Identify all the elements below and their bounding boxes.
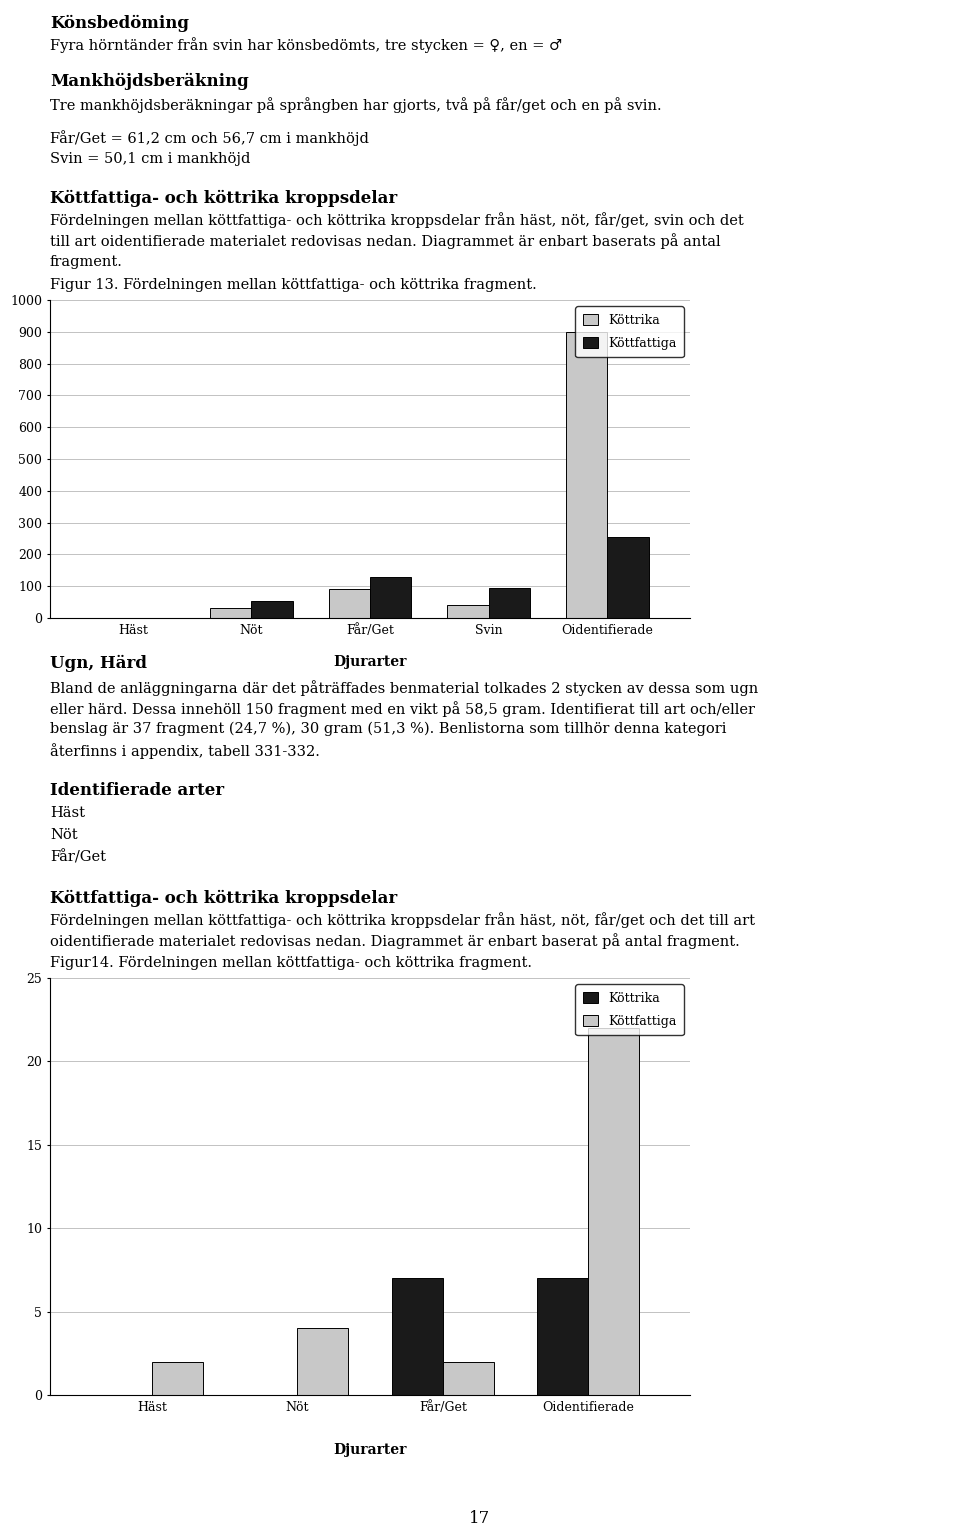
Text: Identifierade arter: Identifierade arter xyxy=(50,782,224,799)
Text: benslag är 37 fragment (24,7 %), 30 gram (51,3 %). Benlistorna som tillhör denna: benslag är 37 fragment (24,7 %), 30 gram… xyxy=(50,722,727,736)
Text: till art oidentifierade materialet redovisas nedan. Diagrammet är enbart baserat: till art oidentifierade materialet redov… xyxy=(50,234,721,249)
Bar xyxy=(443,1362,493,1396)
Text: Fördelningen mellan köttfattiga- och köttrika kroppsdelar från häst, nöt, får/ge: Fördelningen mellan köttfattiga- och köt… xyxy=(50,911,755,928)
Bar xyxy=(588,1028,639,1396)
Text: Djurarter: Djurarter xyxy=(333,655,407,669)
Text: Får/Get = 61,2 cm och 56,7 cm i mankhöjd: Får/Get = 61,2 cm och 56,7 cm i mankhöjd xyxy=(50,131,369,146)
Bar xyxy=(392,1279,443,1396)
Text: Köttfattiga- och köttrika kroppsdelar: Köttfattiga- och köttrika kroppsdelar xyxy=(50,191,397,207)
Bar xyxy=(152,1362,203,1396)
Bar xyxy=(565,332,607,618)
Text: Figur14. Fördelningen mellan köttfattiga- och köttrika fragment.: Figur14. Fördelningen mellan köttfattiga… xyxy=(50,956,532,970)
Text: Bland de anläggningarna där det påträffades benmaterial tolkades 2 stycken av de: Bland de anläggningarna där det påträffa… xyxy=(50,679,758,696)
Text: Tre mankhöjdsberäkningar på språngben har gjorts, två på får/get och en på svin.: Tre mankhöjdsberäkningar på språngben ha… xyxy=(50,97,661,112)
Legend: Köttrika, Köttfattiga: Köttrika, Köttfattiga xyxy=(575,984,684,1036)
Text: 17: 17 xyxy=(469,1509,491,1526)
Text: oidentifierade materialet redovisas nedan. Diagrammet är enbart baserat på antal: oidentifierade materialet redovisas neda… xyxy=(50,933,740,948)
Text: Djurarter: Djurarter xyxy=(333,1443,407,1457)
Bar xyxy=(210,609,252,618)
Text: Svin = 50,1 cm i mankhöjd: Svin = 50,1 cm i mankhöjd xyxy=(50,152,251,166)
Bar xyxy=(298,1328,348,1396)
Bar xyxy=(328,589,370,618)
Bar xyxy=(447,606,489,618)
Text: eller härd. Dessa innehöll 150 fragment med en vikt på 58,5 gram. Identifierat t: eller härd. Dessa innehöll 150 fragment … xyxy=(50,701,755,716)
Text: Ugn, Härd: Ugn, Härd xyxy=(50,655,147,672)
Bar xyxy=(607,536,649,618)
Text: Fördelningen mellan köttfattiga- och köttrika kroppsdelar från häst, nöt, får/ge: Fördelningen mellan köttfattiga- och köt… xyxy=(50,212,744,227)
Bar xyxy=(370,576,412,618)
Text: Könsbedöming: Könsbedöming xyxy=(50,15,189,32)
Bar xyxy=(252,601,293,618)
Text: Får/Get: Får/Get xyxy=(50,850,106,864)
Legend: Köttrika, Köttfattiga: Köttrika, Köttfattiga xyxy=(575,306,684,357)
Bar xyxy=(489,587,530,618)
Text: Fyra hörntänder från svin har könsbedömts, tre stycken = ♀, en = ♂: Fyra hörntänder från svin har könsbedömt… xyxy=(50,37,563,52)
Text: Figur 13. Fördelningen mellan köttfattiga- och köttrika fragment.: Figur 13. Fördelningen mellan köttfattig… xyxy=(50,278,537,292)
Text: Köttfattiga- och köttrika kroppsdelar: Köttfattiga- och köttrika kroppsdelar xyxy=(50,890,397,907)
Bar xyxy=(538,1279,588,1396)
Text: Mankhöjdsberäkning: Mankhöjdsberäkning xyxy=(50,72,249,91)
Text: Häst: Häst xyxy=(50,805,85,821)
Text: Nöt: Nöt xyxy=(50,828,78,842)
Text: återfinns i appendix, tabell 331-332.: återfinns i appendix, tabell 331-332. xyxy=(50,742,320,759)
Text: fragment.: fragment. xyxy=(50,255,123,269)
